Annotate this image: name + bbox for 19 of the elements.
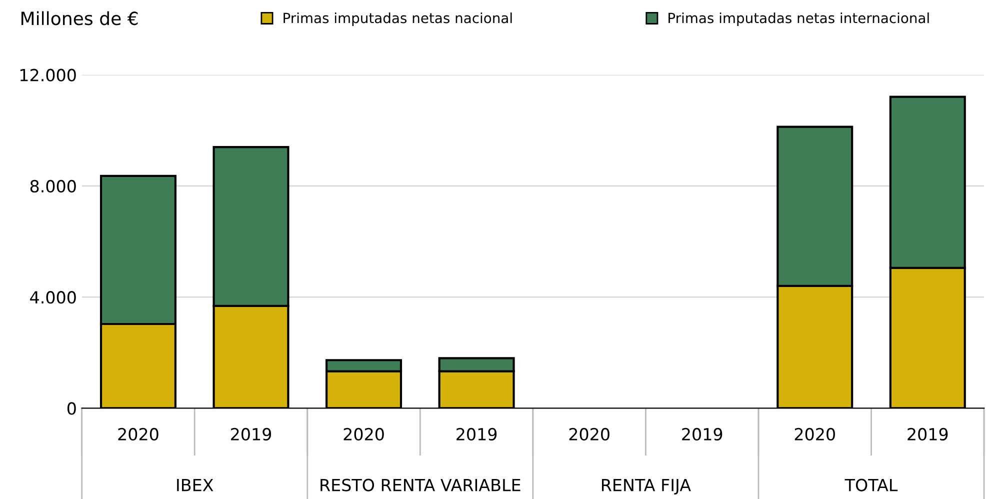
x-tick-label: 2020 — [118, 428, 158, 441]
x-tick-label: 2019 — [231, 428, 272, 441]
text: IBEX — [177, 478, 214, 492]
y-axis-title: Millones de € — [21, 11, 138, 26]
text: RENTA FIJA — [602, 478, 691, 494]
legend-label: Primas imputadas netas nacional — [284, 12, 512, 26]
y-tick-label: 0 — [67, 402, 76, 415]
x-tick-label: 2019 — [908, 428, 948, 441]
y-tick-label: 4.000 — [30, 291, 76, 304]
text: TOTAL — [844, 478, 898, 492]
text: RESTO RENTA VARIABLE — [320, 478, 520, 492]
y-tick-label: 12.000 — [20, 68, 76, 82]
x-tick-label: 2020 — [569, 428, 610, 441]
x-tick-label: 2020 — [794, 428, 835, 441]
x-tick-label: 2019 — [682, 428, 722, 441]
x-tick-label: 2019 — [456, 428, 497, 441]
x-tick-label: 2020 — [344, 428, 384, 441]
legend-label: Primas imputadas netas internacional — [668, 12, 929, 26]
y-tick-label: 8.000 — [30, 180, 76, 193]
